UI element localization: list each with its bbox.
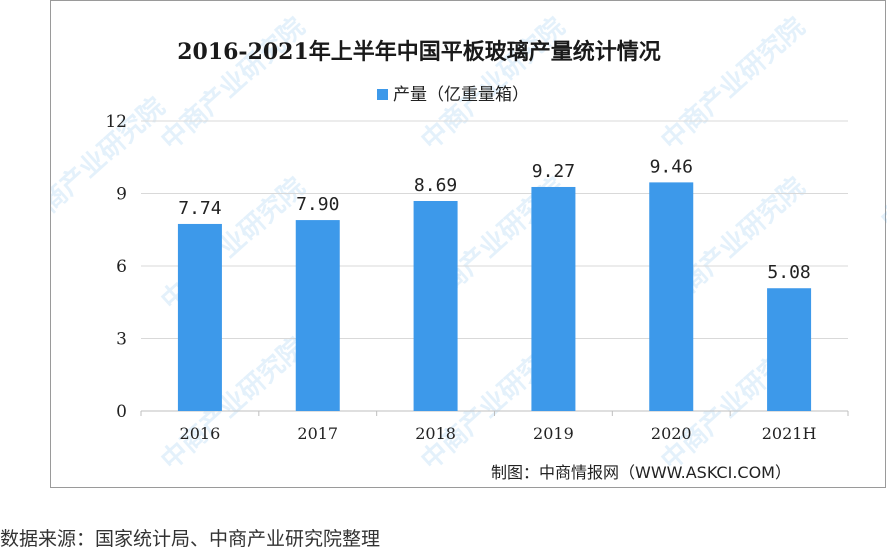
y-tick-label: 6 [116, 257, 127, 277]
y-axis-ticks: 0 3 6 9 12 [105, 112, 127, 422]
watermark-text: 中商产业研究院 [155, 11, 311, 156]
chart-credit: 制图：中商情报网（WWW.ASKCI.COM） [491, 463, 791, 482]
y-tick-label: 0 [116, 402, 127, 422]
x-axis-ticks: 2016 2017 2018 2019 2020 2021H [140, 411, 849, 443]
y-tick-label: 9 [116, 185, 127, 205]
y-tick-label: 12 [105, 112, 127, 132]
data-label: 9.27 [532, 161, 575, 182]
data-label: 7.74 [178, 198, 221, 219]
chart-title: 2016-2021年上半年中国平板玻璃产量统计情况 [177, 39, 661, 65]
data-label: 9.46 [650, 156, 693, 177]
legend: 产量（亿重量箱） [377, 85, 529, 105]
bar [413, 200, 458, 411]
chart-frame: 中商产业研究院 中商产业研究院 中商产业研究院 中商产业研究院 中商产业研究院 中商产业研… [50, 0, 887, 488]
bar [177, 223, 222, 411]
x-tick-label: 2021H [762, 424, 817, 443]
watermark-text: 中商产业研究院 [655, 11, 811, 156]
data-labels: 7.74 7.90 8.69 9.27 9.46 5.08 [178, 156, 811, 283]
data-label: 5.08 [767, 262, 810, 283]
x-tick-label: 2020 [651, 424, 692, 443]
x-tick-label: 2019 [533, 424, 574, 443]
data-label: 8.69 [414, 175, 457, 196]
bar [295, 220, 340, 411]
watermark-text: 中商产业研究院 [415, 11, 571, 156]
source-footnote: 数据来源：国家统计局、中商产业研究院整理 [0, 528, 381, 550]
watermark-text: 中商产业研究院 [875, 91, 887, 236]
bars [177, 182, 812, 411]
x-tick-label: 2017 [297, 424, 338, 443]
data-label: 7.90 [296, 194, 339, 215]
x-tick-label: 2018 [415, 424, 456, 443]
x-tick-label: 2016 [180, 424, 221, 443]
bar [649, 182, 694, 411]
bar [767, 288, 812, 411]
legend-swatch [377, 89, 388, 100]
bar [531, 186, 576, 411]
gridlines [141, 120, 848, 412]
legend-label: 产量（亿重量箱） [393, 85, 529, 105]
y-tick-label: 3 [116, 330, 127, 350]
